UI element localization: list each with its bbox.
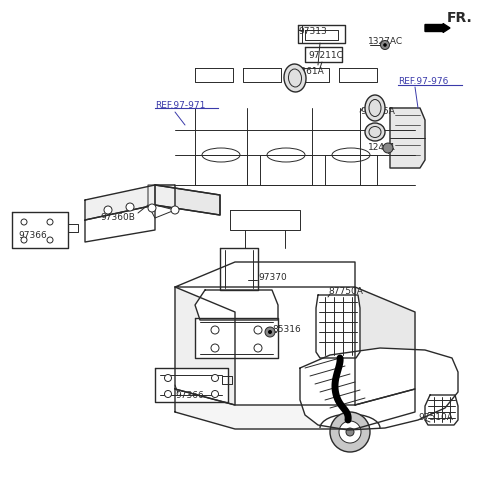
Circle shape [165,375,171,382]
FancyArrow shape [425,23,450,32]
Text: FR.: FR. [447,11,473,25]
Polygon shape [425,395,458,425]
Text: REF.97-971: REF.97-971 [155,100,205,109]
Text: 97360B: 97360B [100,214,135,223]
Circle shape [383,143,393,153]
Circle shape [104,206,112,214]
Circle shape [171,206,179,214]
Circle shape [346,428,354,436]
Circle shape [268,330,272,334]
Text: 87750A: 87750A [328,287,363,297]
Circle shape [148,204,156,212]
Polygon shape [155,368,228,402]
Circle shape [165,391,171,398]
Circle shape [211,344,219,352]
Circle shape [47,219,53,225]
Polygon shape [148,185,175,218]
Ellipse shape [365,123,385,141]
Text: 12441: 12441 [368,144,396,153]
Polygon shape [355,287,415,405]
Polygon shape [300,348,458,430]
Circle shape [212,391,218,398]
Polygon shape [85,185,220,220]
Text: 97370: 97370 [258,273,287,282]
Circle shape [126,203,134,211]
Polygon shape [12,212,68,248]
Circle shape [212,375,218,382]
Circle shape [21,237,27,243]
Polygon shape [195,290,278,320]
Text: REF.97-976: REF.97-976 [398,78,448,86]
Polygon shape [316,295,360,358]
Text: 97211C: 97211C [308,51,343,60]
Text: 97510A: 97510A [418,414,453,422]
Polygon shape [220,248,258,290]
Circle shape [383,43,387,47]
Text: 85316: 85316 [272,326,301,334]
Text: 97313: 97313 [298,27,327,36]
Polygon shape [175,389,415,429]
Circle shape [47,237,53,243]
Ellipse shape [284,64,306,92]
Text: 97655A: 97655A [360,107,395,116]
Polygon shape [85,205,155,242]
Text: 1327AC: 1327AC [368,37,403,47]
Circle shape [254,326,262,334]
Text: 97366: 97366 [175,392,204,401]
Circle shape [381,40,389,50]
Ellipse shape [365,95,385,121]
Polygon shape [390,108,425,168]
Circle shape [330,412,370,452]
Circle shape [254,344,262,352]
Text: 97261A: 97261A [289,68,324,77]
Circle shape [339,421,361,443]
Polygon shape [155,185,175,210]
Polygon shape [175,262,355,287]
Circle shape [21,219,27,225]
Circle shape [265,327,275,337]
Polygon shape [155,185,220,215]
Circle shape [211,326,219,334]
Polygon shape [195,318,278,358]
Polygon shape [175,287,235,405]
Text: 97366: 97366 [18,231,47,240]
